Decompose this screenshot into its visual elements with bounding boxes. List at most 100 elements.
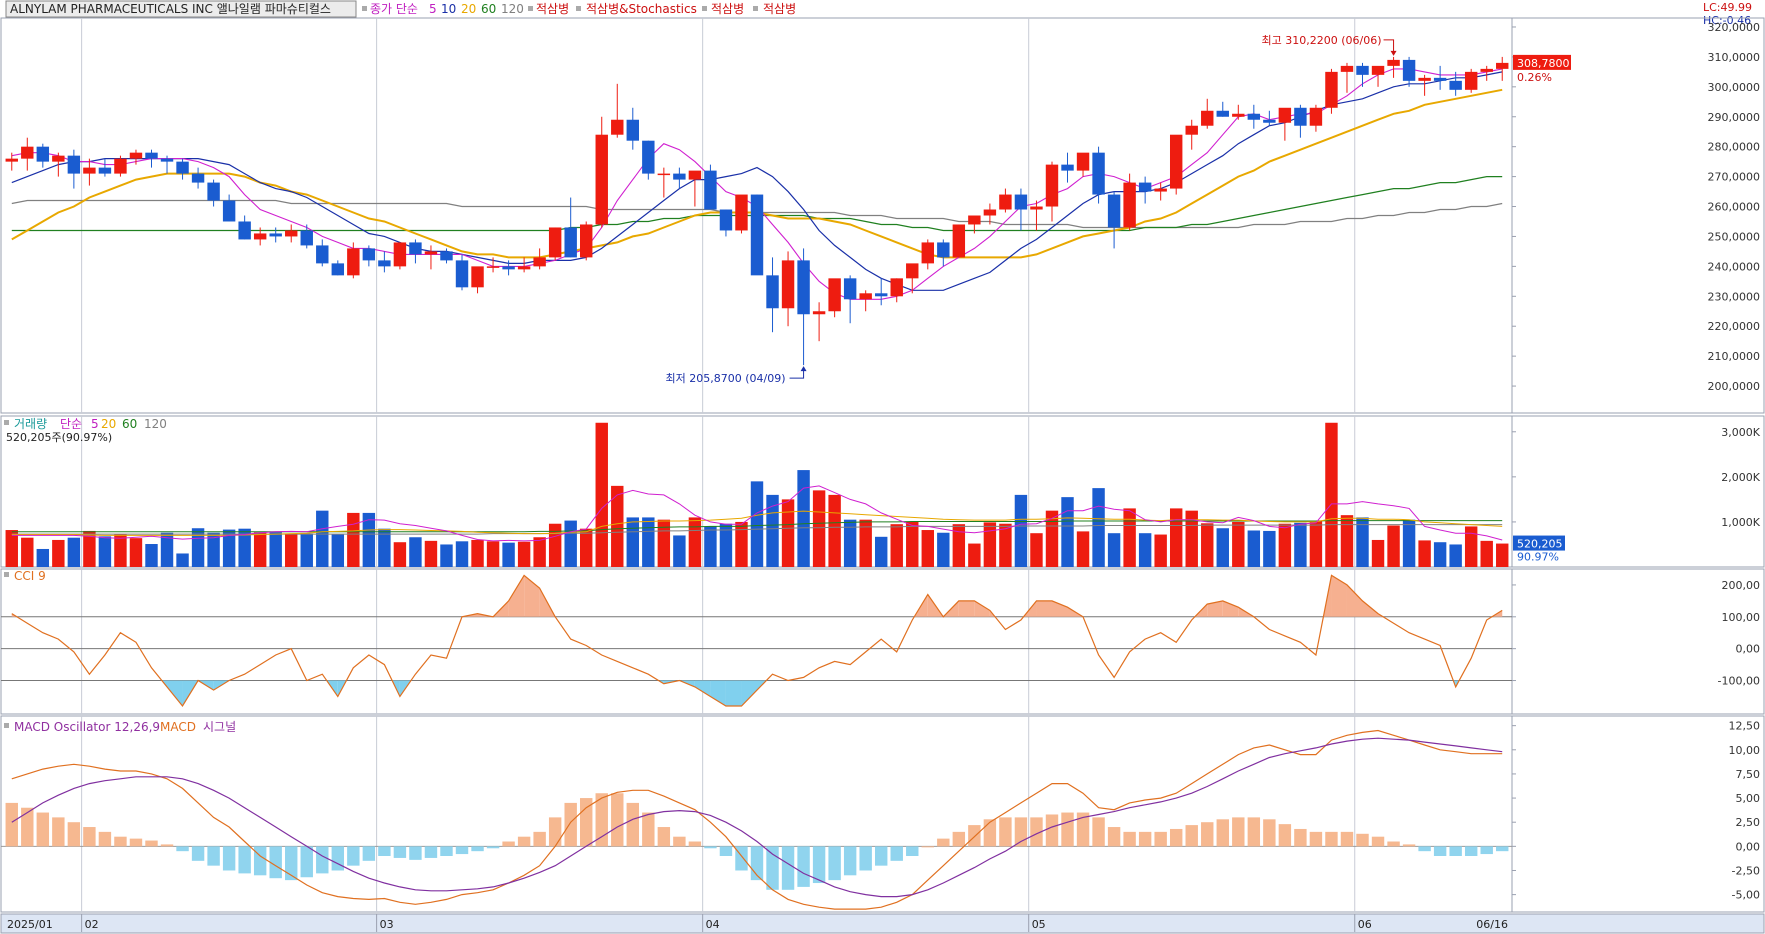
volume-bar[interactable] (1496, 543, 1509, 567)
candle-body[interactable] (1387, 59, 1400, 66)
candle-body[interactable] (626, 119, 640, 141)
macd-oscillator-bar[interactable] (797, 846, 810, 887)
macd-oscillator-bar[interactable] (114, 836, 127, 847)
macd-oscillator-bar[interactable] (300, 846, 313, 878)
candle-body[interactable] (1449, 80, 1462, 90)
macd-oscillator-bar[interactable] (129, 838, 143, 847)
candle-body[interactable] (176, 161, 189, 174)
candle-body[interactable] (828, 278, 841, 312)
volume-bar[interactable] (1061, 497, 1074, 567)
volume-bar[interactable] (347, 512, 360, 567)
macd-oscillator-bar[interactable] (331, 846, 345, 871)
volume-bar[interactable] (440, 544, 453, 567)
candle-body[interactable] (968, 215, 981, 225)
volume-bar[interactable] (548, 523, 562, 567)
volume-bar[interactable] (362, 512, 376, 567)
macd-panel[interactable]: -5,00 -2,50 0,00 2,50 5,00 7,50 10,00 12,50 (0, 715, 1765, 913)
candle-body[interactable] (1154, 188, 1167, 192)
candle-body[interactable] (21, 146, 34, 159)
volume-bar[interactable] (968, 543, 981, 567)
candle-body[interactable] (36, 146, 50, 162)
macd-oscillator-bar[interactable] (642, 812, 655, 847)
candle-body[interactable] (316, 245, 329, 264)
candle-body[interactable] (611, 119, 624, 135)
candle-body[interactable] (1480, 68, 1493, 72)
candle-body[interactable] (502, 266, 515, 270)
volume-bar[interactable] (1030, 533, 1043, 567)
candle-body[interactable] (580, 224, 593, 258)
overlay-label-2[interactable]: 적삼병&Stochastics (586, 2, 697, 16)
volume-bar[interactable] (83, 530, 96, 567)
macd-oscillator-bar[interactable] (766, 846, 779, 890)
volume-bar[interactable] (1356, 517, 1369, 567)
volume-bar[interactable] (1371, 539, 1385, 567)
macd-oscillator-bar[interactable] (1076, 812, 1090, 847)
candle-body[interactable] (704, 170, 717, 210)
macd-oscillator-bar[interactable] (859, 846, 872, 871)
volume-bar[interactable] (1309, 521, 1323, 567)
candle-body[interactable] (1232, 113, 1245, 117)
candle-body[interactable] (1247, 113, 1261, 120)
candle-body[interactable] (222, 200, 236, 222)
macd-oscillator-bar[interactable] (52, 817, 65, 847)
macd-oscillator-bar[interactable] (440, 846, 453, 856)
volume-bar[interactable] (331, 534, 345, 567)
macd-oscillator-bar[interactable] (1387, 841, 1400, 847)
cci-panel[interactable]: -100,00 0,00 100,00 200,00 (0, 568, 1765, 715)
macd-oscillator-bar[interactable] (1402, 844, 1416, 847)
macd-oscillator-bar[interactable] (828, 846, 841, 881)
macd-oscillator-bar[interactable] (657, 827, 671, 847)
volume-bar[interactable] (1340, 515, 1354, 567)
volume-bar[interactable] (797, 470, 810, 567)
macd-oscillator-bar[interactable] (378, 846, 391, 856)
candle-body[interactable] (1263, 119, 1276, 123)
candle-body[interactable] (486, 266, 500, 268)
candle-body[interactable] (1014, 194, 1028, 210)
volume-bar[interactable] (1464, 526, 1478, 567)
candle-body[interactable] (1030, 206, 1043, 210)
cci-label[interactable]: CCI 9 (14, 569, 46, 583)
volume-bar[interactable] (21, 537, 34, 567)
macd-oscillator-bar[interactable] (36, 812, 50, 847)
macd-oscillator-bar[interactable] (1185, 825, 1198, 847)
candle-body[interactable] (766, 275, 779, 309)
volume-bar[interactable] (129, 538, 143, 567)
volume-panel[interactable]: 1,000K 2,000K 3,000K (0, 415, 1765, 568)
macd-oscillator-bar[interactable] (393, 846, 407, 858)
volume-bar[interactable] (424, 540, 438, 567)
candle-body[interactable] (1433, 77, 1447, 81)
macd-oscillator-bar[interactable] (1216, 819, 1229, 847)
macd-oscillator-bar[interactable] (1449, 846, 1462, 856)
candle-body[interactable] (688, 170, 702, 180)
candle-body[interactable] (5, 158, 18, 162)
macd-oscillator-bar[interactable] (285, 846, 298, 881)
volume-bar[interactable] (1045, 510, 1059, 567)
volume-bar[interactable] (874, 536, 888, 567)
candle-body[interactable] (98, 167, 112, 174)
candle-body[interactable] (906, 263, 919, 279)
candle-body[interactable] (238, 221, 251, 240)
price-ma-label[interactable]: 종가 단순 (370, 2, 418, 16)
volume-bar[interactable] (455, 541, 469, 567)
macd-oscillator-bar[interactable] (347, 846, 360, 866)
volume-bar[interactable] (781, 499, 795, 567)
volume-bar[interactable] (1185, 510, 1198, 567)
candle-body[interactable] (378, 260, 391, 267)
macd-oscillator-bar[interactable] (424, 846, 438, 858)
volume-bar[interactable] (253, 532, 267, 567)
candle-body[interactable] (1309, 107, 1323, 126)
volume-bar[interactable] (750, 481, 764, 567)
volume-bar[interactable] (704, 526, 717, 567)
macd-oscillator-bar[interactable] (937, 838, 950, 847)
macd-osc-label[interactable]: MACD Oscillator 12,26,9 (14, 720, 160, 734)
macd-oscillator-bar[interactable] (160, 844, 174, 847)
macd-oscillator-bar[interactable] (409, 846, 422, 860)
candle-body[interactable] (1325, 71, 1338, 108)
candle-body[interactable] (285, 230, 298, 237)
candle-body[interactable] (393, 242, 407, 267)
macd-oscillator-bar[interactable] (781, 846, 795, 890)
candle-body[interactable] (1169, 134, 1183, 189)
macd-oscillator-bar[interactable] (983, 819, 997, 847)
volume-bar[interactable] (1449, 544, 1462, 567)
volume-bar[interactable] (300, 533, 313, 567)
